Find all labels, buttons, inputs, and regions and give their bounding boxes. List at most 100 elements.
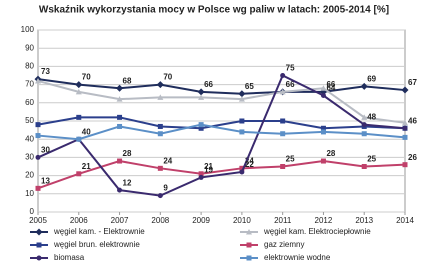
value-label: 66	[286, 80, 295, 89]
y-tick-label: 60	[25, 98, 34, 107]
x-tick-label: 2014	[396, 216, 414, 225]
y-tick-label: 80	[25, 62, 34, 71]
series-line	[37, 79, 406, 124]
value-label: 25	[286, 155, 295, 164]
x-tick-label: 2005	[29, 216, 47, 225]
series-line	[37, 74, 406, 197]
value-label: 65	[245, 82, 254, 91]
value-label: 19	[204, 166, 213, 175]
value-label: 21	[82, 162, 91, 171]
marker	[280, 118, 286, 124]
value-label: 64	[326, 84, 335, 93]
marker	[360, 82, 368, 90]
marker	[35, 133, 41, 139]
marker	[238, 90, 246, 98]
series-line	[37, 123, 406, 141]
value-label: 67	[408, 78, 417, 87]
marker	[239, 165, 245, 171]
marker	[35, 122, 41, 128]
value-label: 73	[41, 67, 50, 76]
marker	[36, 242, 42, 248]
value-label: 13	[41, 176, 50, 185]
marker	[320, 85, 327, 91]
value-label: 70	[82, 73, 91, 82]
marker	[117, 123, 123, 129]
value-label: 24	[163, 156, 172, 165]
marker	[198, 94, 205, 100]
value-label: 24	[245, 156, 254, 165]
x-tick-label: 2011	[274, 216, 292, 225]
legend-label: węgiel brun. elektrownie	[53, 240, 140, 249]
marker	[116, 96, 123, 102]
marker	[117, 114, 123, 120]
legend-label: biomasa	[54, 253, 85, 262]
marker	[35, 185, 41, 191]
marker	[246, 242, 252, 248]
marker	[116, 84, 124, 92]
value-label: 68	[123, 76, 132, 85]
y-tick-label: 40	[25, 134, 34, 143]
marker	[401, 86, 409, 94]
marker	[36, 255, 42, 261]
marker	[157, 94, 164, 100]
value-label: 28	[326, 149, 335, 158]
y-tick-label: 20	[25, 171, 34, 180]
marker	[239, 118, 245, 124]
marker	[75, 88, 82, 95]
value-label: 12	[123, 178, 132, 187]
legend-label: węgiel kam. Elektrociepłownie	[263, 227, 371, 236]
marker	[157, 123, 163, 129]
value-label: 48	[367, 113, 376, 122]
marker	[361, 114, 368, 120]
x-tick-label: 2012	[315, 216, 333, 225]
series-line	[37, 160, 406, 190]
value-label: 66	[326, 80, 335, 89]
x-tick-label: 2006	[70, 216, 88, 225]
series-line	[37, 116, 406, 130]
marker	[156, 81, 164, 89]
x-tick-label: 2010	[233, 216, 251, 225]
marker	[402, 119, 408, 126]
series-line	[37, 78, 406, 95]
marker	[35, 154, 41, 160]
marker	[280, 131, 286, 137]
legend-label: gaz ziemny	[264, 240, 304, 249]
x-tick-label: 2009	[192, 216, 210, 225]
marker	[320, 129, 326, 135]
marker	[361, 164, 367, 169]
marker	[198, 122, 204, 128]
y-tick-label: 50	[25, 116, 34, 125]
marker	[76, 171, 82, 177]
marker	[157, 193, 163, 199]
y-tick-label: 30	[25, 153, 34, 162]
value-label: 28	[123, 149, 132, 158]
y-tick-label: 90	[25, 43, 34, 52]
legend-label: węgiel kam. - Elektrownie	[53, 227, 145, 236]
marker	[361, 131, 367, 137]
marker	[402, 125, 408, 131]
value-label: 30	[41, 146, 50, 155]
y-tick-label: 70	[25, 80, 34, 89]
marker	[75, 81, 83, 89]
value-label: 66	[204, 80, 213, 89]
marker	[279, 88, 286, 95]
marker	[197, 88, 205, 96]
y-tick-label: 0	[30, 207, 35, 216]
marker	[239, 169, 245, 175]
marker	[246, 229, 252, 235]
marker	[35, 77, 41, 84]
marker	[117, 187, 123, 193]
value-label: 22	[245, 160, 254, 169]
value-label: 25	[367, 155, 376, 164]
marker	[117, 158, 123, 164]
marker	[280, 73, 286, 78]
x-tick-label: 2007	[111, 216, 129, 225]
value-label: 70	[163, 73, 172, 82]
marker	[198, 171, 204, 177]
marker	[239, 129, 245, 135]
y-tick-label: 10	[25, 189, 34, 198]
value-label: 40	[82, 127, 91, 136]
marker	[238, 96, 245, 102]
value-label: 26	[408, 153, 417, 162]
